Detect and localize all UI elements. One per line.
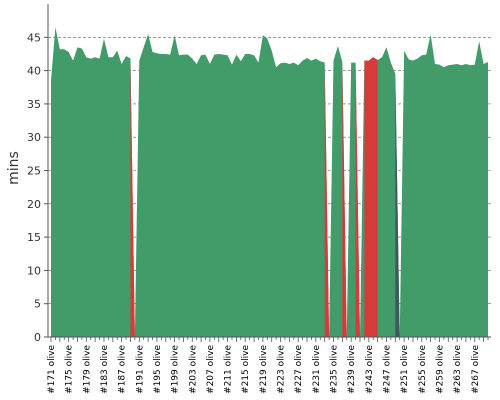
highlight-area-3 — [342, 61, 347, 337]
x-tick-label: #267 olive — [471, 345, 481, 394]
series-area-path — [51, 27, 488, 338]
x-tick-label: #235 olive — [330, 345, 340, 394]
x-tick-label: #199 olive — [171, 345, 181, 394]
x-tick-label: #219 olive — [259, 345, 269, 394]
x-tick-labels: #171 olive #175 olive #179 olive #183 olive… — [47, 337, 489, 394]
y-tick-label: 25 — [27, 165, 41, 178]
x-tick-label: #207 olive — [206, 345, 216, 394]
y-tick-label: 20 — [27, 198, 41, 211]
x-tick-label: #227 olive — [294, 345, 304, 394]
x-tick-label: #223 olive — [277, 345, 287, 394]
x-tick-label: #179 olive — [82, 345, 92, 394]
x-tick-label: #231 olive — [312, 345, 322, 394]
series-area — [51, 27, 488, 338]
x-tick-label: #251 olive — [400, 345, 410, 394]
y-tick-labels: 0 5 10 15 20 25 30 35 40 45 — [27, 31, 48, 344]
x-tick-label: #263 olive — [453, 345, 463, 394]
x-tick-label: #175 olive — [65, 345, 75, 394]
x-tick-label: #259 olive — [435, 345, 445, 394]
y-tick-label: 30 — [27, 131, 41, 144]
highlight-area-1 — [130, 58, 135, 338]
x-tick-label: #247 olive — [382, 345, 392, 394]
x-tick-label: #243 olive — [365, 345, 375, 394]
y-tick-label: 5 — [34, 298, 41, 311]
y-tick-label: 45 — [27, 31, 41, 44]
y-tick-label: 40 — [27, 65, 41, 78]
highlight-area-6 — [395, 73, 400, 338]
x-tick-label: #215 olive — [241, 345, 251, 394]
x-tick-label: #203 olive — [188, 345, 198, 394]
y-tick-label: 15 — [27, 231, 41, 244]
highlight-area-5 — [364, 57, 378, 337]
x-tick-label: #239 olive — [347, 345, 357, 394]
highlight-areas — [130, 57, 400, 338]
y-tick-label: 35 — [27, 98, 41, 111]
x-tick-label: #191 olive — [135, 345, 145, 394]
x-tick-label: #211 olive — [224, 345, 234, 394]
x-tick-label: #195 olive — [153, 345, 163, 394]
highlight-area-2 — [324, 62, 330, 338]
y-tick-label: 0 — [34, 331, 41, 344]
x-tick-label: #171 olive — [47, 345, 57, 394]
y-axis-title: mins — [6, 151, 22, 185]
y-tick-label: 10 — [27, 264, 41, 277]
x-tick-label: #183 olive — [100, 345, 110, 394]
x-tick-label: #255 olive — [418, 345, 428, 394]
highlight-area-4 — [355, 62, 360, 338]
x-tick-label: #187 olive — [118, 345, 128, 394]
